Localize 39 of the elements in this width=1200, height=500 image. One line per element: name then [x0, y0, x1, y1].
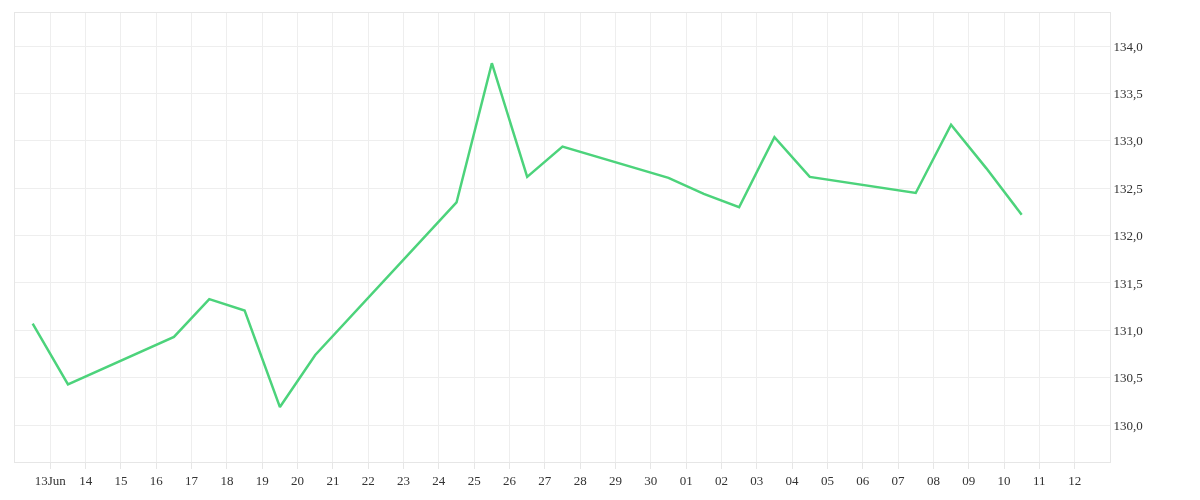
x-tick-label: 19: [255, 472, 269, 488]
x-tick-label: 28: [573, 472, 587, 488]
x-tick-label: 14: [79, 472, 93, 488]
y-tick-label: 133,0: [1113, 133, 1143, 149]
x-tick-label: 03: [750, 472, 764, 488]
y-tick-label: 134,0: [1113, 38, 1143, 54]
x-tick-label: 07: [891, 472, 906, 488]
x-tick-label: 17: [185, 472, 199, 488]
x-tick-label: 26: [503, 472, 517, 488]
x-tick-label: 30: [644, 472, 658, 488]
y-tick-label: 131,5: [1113, 275, 1143, 291]
x-tick-label: 01: [679, 472, 693, 488]
x-tick-label: 22: [361, 472, 375, 488]
y-tick-label: 132,5: [1113, 180, 1143, 196]
x-tick-label: 16: [149, 472, 164, 488]
x-tick-label: 12: [1068, 472, 1082, 488]
x-tick-label: 25: [467, 472, 481, 488]
x-tick-label: 27: [538, 472, 552, 488]
y-tick-label: 132,0: [1113, 228, 1143, 244]
x-tick-label: 13Jun: [34, 472, 67, 488]
x-tick-label: 24: [432, 472, 446, 488]
x-tick-label: 21: [326, 472, 340, 488]
x-tick-label: 04: [785, 472, 800, 488]
x-tick-label: 15: [114, 472, 128, 488]
y-tick-label: 130,5: [1113, 370, 1143, 386]
x-tick-label: 18: [220, 472, 234, 488]
y-tick-label: 131,0: [1113, 322, 1143, 338]
y-tick-label: 130,0: [1113, 417, 1143, 433]
y-tick-label: 133,5: [1113, 86, 1143, 102]
x-tick-label: 02: [714, 472, 728, 488]
x-tick-label: 09: [962, 472, 976, 488]
x-tick-label: 20: [291, 472, 305, 488]
x-tick-label: 05: [820, 472, 834, 488]
x-tick-label: 06: [856, 472, 870, 488]
x-tick-label: 10: [997, 472, 1011, 488]
x-tick-label: 29: [608, 472, 622, 488]
x-tick-label: 11: [1033, 472, 1046, 488]
x-tick-label: 23: [397, 472, 411, 488]
x-tick-label: 08: [926, 472, 940, 488]
